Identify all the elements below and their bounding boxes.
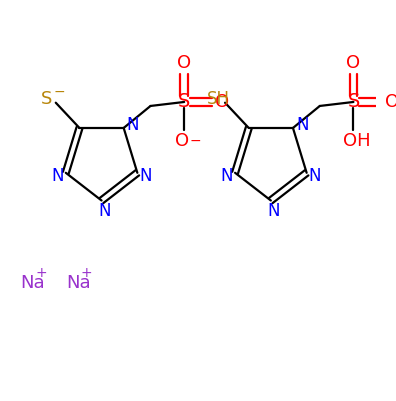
Text: N: N (308, 167, 321, 185)
Text: N: N (139, 167, 152, 185)
Text: −: − (190, 134, 201, 148)
Text: SH: SH (207, 90, 230, 108)
Text: +: + (36, 266, 47, 279)
Text: OH: OH (343, 132, 371, 150)
Text: S: S (41, 91, 52, 109)
Text: S: S (178, 93, 190, 111)
Text: S: S (347, 93, 360, 111)
Text: O: O (175, 132, 189, 150)
Text: N: N (296, 116, 308, 134)
Text: N: N (98, 202, 111, 219)
Text: O: O (215, 93, 230, 111)
Text: N: N (221, 167, 233, 185)
Text: Na: Na (66, 274, 90, 292)
Text: O: O (177, 54, 191, 72)
Text: O: O (346, 54, 360, 72)
Text: −: − (54, 85, 65, 99)
Text: N: N (268, 202, 280, 219)
Text: +: + (81, 266, 92, 279)
Text: O: O (385, 93, 396, 111)
Text: Na: Na (21, 274, 45, 292)
Text: N: N (127, 116, 139, 134)
Text: N: N (51, 167, 64, 185)
